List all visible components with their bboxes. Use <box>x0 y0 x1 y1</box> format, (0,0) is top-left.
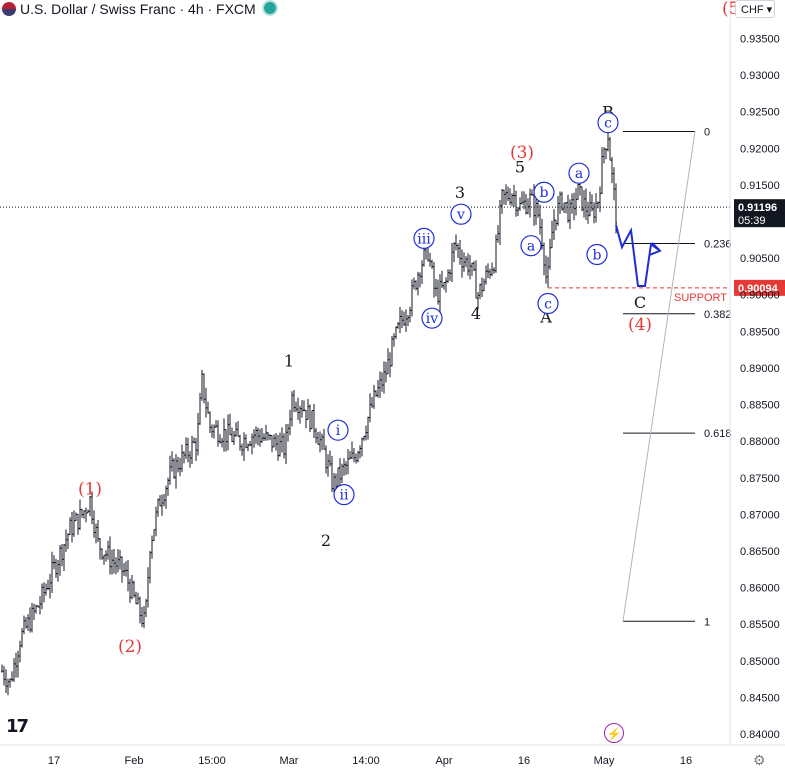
currency-label: CHF <box>741 4 764 16</box>
wave-label-circle <box>597 112 619 134</box>
chart-title-text: U.S. Dollar / Swiss Franc · 4h · FXCM <box>20 1 256 17</box>
price-tick-label: 0.89000 <box>740 363 780 375</box>
wave-label-circled-text: iii <box>417 231 431 247</box>
wave-label-circle <box>537 292 559 315</box>
logo-text: 17 <box>6 716 29 737</box>
fib-level-label: 0.618 <box>704 428 732 440</box>
fib-trend-line <box>622 131 696 622</box>
wave-label-black: 1 <box>284 352 294 371</box>
price-tick-label: 0.88500 <box>740 400 780 412</box>
wave-label-red: (4) <box>628 315 652 335</box>
time-tick-label: Mar <box>280 755 299 767</box>
wave-label-circle <box>333 484 355 506</box>
price-tick-label: 0.91500 <box>740 180 780 192</box>
wave-labels: (1)(2)(3)(4)12345ABCiiiiiiivvabcabc(5 <box>78 0 740 657</box>
countdown-timer: 05:39 <box>738 215 766 227</box>
time-tick-label: 16 <box>680 755 692 767</box>
fibonacci-retracement: 0 0.236 0.382 0.618 1 <box>622 126 732 628</box>
fib-level-label: 0 <box>704 126 710 138</box>
lightning-icon[interactable]: ⚡ <box>604 723 624 743</box>
tradingview-logo-icon[interactable]: 17 <box>6 716 29 737</box>
chart-title: U.S. Dollar / Swiss Franc · 4h · FXCM <box>2 0 278 17</box>
wave-label-circle <box>450 203 472 225</box>
support-price-value: 0.90094 <box>738 283 779 295</box>
wave-label-circle <box>520 235 542 257</box>
price-tick-label: 0.93000 <box>740 70 780 82</box>
price-tick-label: 0.87500 <box>740 473 780 485</box>
currency-selector[interactable]: CHF ▾ <box>735 0 775 18</box>
price-tick-label: 0.90000 <box>740 290 780 302</box>
time-tick-label: Apr <box>435 755 452 767</box>
projection-path <box>615 224 662 287</box>
price-tick-label: 0.88000 <box>740 436 780 448</box>
wave-label-circle <box>533 181 555 203</box>
support-line: SUPPORT 0.90094 <box>548 279 785 304</box>
market-open-icon <box>261 0 278 16</box>
wave-label-circled-text: c <box>544 297 552 313</box>
us-flag-icon <box>2 2 16 16</box>
gear-icon[interactable]: ⚙ <box>753 752 766 768</box>
price-tick-label: 0.90500 <box>740 253 780 265</box>
wave-label-circled-text: v <box>456 207 465 223</box>
time-axis: 17 Feb 15:00 Mar 14:00 Apr 16 May 16 <box>48 755 692 767</box>
wave-label-circle <box>413 227 435 249</box>
wave-label-red: (1) <box>78 480 102 500</box>
wave-label-circled-text: a <box>575 166 583 182</box>
time-tick-label: 14:00 <box>352 755 380 767</box>
wave-label-circle <box>421 307 443 329</box>
wave-label-black: 4 <box>471 304 481 323</box>
price-tick-label: 0.86000 <box>740 583 780 595</box>
wave-label-black: C <box>634 293 646 312</box>
wave-label-black: 3 <box>455 183 465 202</box>
wave-label-circled-text: a <box>527 239 535 255</box>
fib-level-label: 0.236 <box>704 238 732 250</box>
wave-label-circled-text: iv <box>426 311 438 327</box>
last-price-value: 0.91196 <box>738 202 777 214</box>
wave-label-circled-text: ii <box>340 488 349 504</box>
last-price-tag <box>734 199 785 228</box>
time-tick-label: 16 <box>518 755 530 767</box>
wave-label-circle <box>568 162 590 184</box>
price-tick-label: 0.85500 <box>740 619 780 631</box>
wave-label-circled-text: b <box>593 247 602 263</box>
time-tick-label: 15:00 <box>198 755 226 767</box>
wave-label-circled-text: b <box>540 185 549 201</box>
projection-arrowhead <box>649 242 662 256</box>
wave-label-black: 5 <box>515 158 525 177</box>
projection-polyline <box>615 224 661 287</box>
price-tick-label: 0.84500 <box>740 692 780 704</box>
fib-level-label: 0.382 <box>704 309 732 321</box>
support-label: SUPPORT <box>674 292 727 304</box>
price-tick-label: 0.85000 <box>740 656 780 668</box>
price-tick-label: 0.92000 <box>740 143 780 155</box>
candle-series <box>1 128 617 696</box>
wave-label-circle <box>586 243 608 266</box>
time-tick-label: 17 <box>48 755 60 767</box>
price-tick-label: 0.87000 <box>740 509 780 521</box>
fib-level-label: 1 <box>704 616 710 628</box>
wave-label-red: (3) <box>510 143 534 163</box>
price-tick-label: 0.84000 <box>740 729 780 741</box>
time-tick-label: May <box>594 755 615 767</box>
price-axis: 0.84000 0.84500 0.85000 0.85500 0.86000 0.865… <box>0 0 785 746</box>
wave-label-red: (2) <box>118 637 142 657</box>
wave-label-black: 2 <box>321 531 331 550</box>
price-tick-label: 0.89500 <box>740 326 780 338</box>
wave-label-circle <box>327 419 349 441</box>
price-tick-label: 0.92500 <box>740 107 780 119</box>
price-tick-label: 0.93500 <box>740 34 780 46</box>
price-tick-label: 0.86500 <box>740 546 780 558</box>
wave-label-circled-text: i <box>336 423 341 439</box>
time-tick-label: Feb <box>125 755 144 767</box>
support-price-tag <box>734 279 785 296</box>
wave-label-circled-text: c <box>604 116 612 132</box>
